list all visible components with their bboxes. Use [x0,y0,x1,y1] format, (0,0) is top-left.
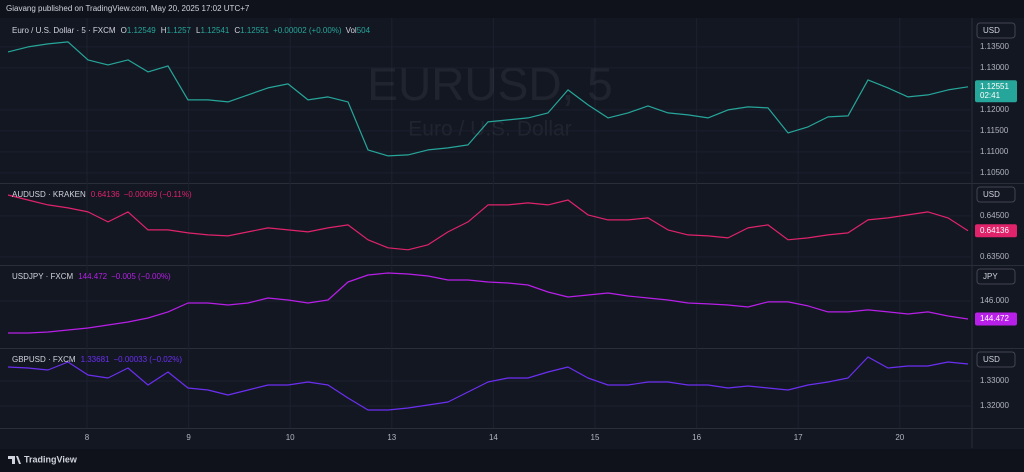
legend: AUDUSD · KRAKEN 0.64136 −0.00069 (−0.11%) [12,190,192,199]
ohlc-key: H [161,26,167,35]
volume-key: Vol [346,26,357,35]
ohlc-key: C [234,26,240,35]
publish-header: Giavang published on TradingView.com, Ma… [6,4,250,13]
last-price-box [975,80,1017,103]
ohlc-value: 1.12541 [200,26,229,35]
y-tick-label: 0.63500 [980,252,1009,261]
last-price-box [975,312,1017,326]
legend-title: Euro / U.S. Dollar · 5 · FXCM [12,26,116,35]
time-tick-label: 13 [387,433,396,442]
legend-change: −0.00069 (−0.11%) [124,190,192,199]
time-tick-label: 9 [186,433,191,442]
currency-button[interactable] [976,186,1016,203]
volume-value: 504 [357,26,371,35]
ohlc-value: 1.12549 [127,26,156,35]
ohlc-value: 1.1257 [167,26,192,35]
tv-logo [8,456,21,464]
legend-last: 144.472 [78,272,107,281]
y-tick-label: 1.11500 [980,126,1009,135]
legend: GBPUSD · FXCM 1.33681 −0.00033 (−0.02%) [12,355,182,364]
price-line [7,41,969,157]
time-tick-label: 20 [895,433,904,442]
legend-change: −0.005 (−0.00%) [111,272,171,281]
y-tick-label: 146.000 [980,296,1009,305]
watermark-subtitle: Euro / U.S. Dollar [408,118,571,141]
legend-change: −0.00033 (−0.02%) [113,355,182,364]
legend-change: +0.00002 (+0.00%) [273,26,342,35]
watermark: EURUSD, 5 [367,58,612,110]
bar-countdown: 02:41 [980,91,1001,100]
currency-label: USD [983,355,1000,364]
ohlc-key: O [121,26,127,35]
currency-button[interactable] [976,268,1016,285]
last-price-label: 1.12551 [980,82,1009,91]
legend: USDJPY · FXCM 144.472 −0.005 (−0.00%) [12,272,171,281]
y-tick-label: 1.32000 [980,401,1009,410]
y-tick-label: 1.13000 [980,63,1009,72]
time-tick-label: 14 [489,433,498,442]
last-price-label: 0.64136 [980,226,1009,235]
time-tick-label: 16 [692,433,701,442]
time-tick-label: 10 [286,433,295,442]
time-tick-label: 15 [591,433,600,442]
legend-title: GBPUSD · FXCM [12,355,76,364]
legend-title: AUDUSD · KRAKEN [12,190,86,199]
price-line [7,356,969,411]
last-price-label: 144.472 [980,314,1009,323]
y-tick-label: 1.13500 [980,42,1009,51]
legend-title: USDJPY · FXCM [12,272,74,281]
currency-label: USD [983,190,1000,199]
legend: Euro / U.S. Dollar · 5 · FXCM O1.12549 H1.… [12,26,371,35]
legend-last: 1.33681 [81,355,110,364]
last-price-box [975,224,1017,238]
y-tick-label: 1.11000 [980,147,1009,156]
time-tick-label: 17 [794,433,803,442]
currency-button[interactable] [976,22,1016,39]
y-tick-label: 1.12000 [980,105,1009,114]
footer-brand: TradingView [24,454,78,464]
currency-button[interactable] [976,351,1016,368]
footer-bar [0,449,1024,472]
currency-label: USD [983,26,1000,35]
legend-last: 0.64136 [91,190,120,199]
time-tick-label: 8 [85,433,90,442]
y-tick-label: 1.10500 [980,168,1009,177]
header-bar [0,0,1024,18]
y-tick-label: 1.33000 [980,376,1009,385]
y-tick-label: 0.64500 [980,211,1009,220]
ohlc-value: 1.12551 [240,26,269,35]
price-line [8,272,969,334]
price-line [7,194,969,251]
currency-label: JPY [983,272,998,281]
ohlc-key: L [196,26,201,35]
